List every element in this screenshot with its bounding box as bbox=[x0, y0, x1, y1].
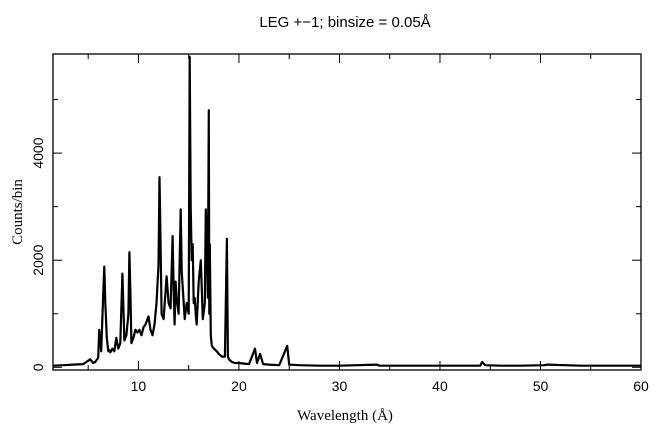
x-tick-labels: 10 20 30 40 50 60 bbox=[131, 378, 649, 394]
x-tick-label: 30 bbox=[332, 378, 348, 394]
y-tick-labels: 0 2000 4000 bbox=[30, 137, 46, 371]
spectrum-line bbox=[52, 55, 641, 367]
chart-title: LEG +−1; binsize = 0.05Å bbox=[259, 14, 430, 31]
x-tick-label: 20 bbox=[231, 378, 247, 394]
y-tick-label: 2000 bbox=[30, 244, 46, 275]
x-tick-label: 10 bbox=[131, 378, 147, 394]
x-tick-label: 50 bbox=[533, 378, 549, 394]
tick-marks bbox=[53, 54, 642, 370]
x-axis-label: Wavelength (Å) bbox=[297, 408, 393, 424]
x-tick-label: 60 bbox=[633, 378, 649, 394]
x-tick-label: 40 bbox=[432, 378, 448, 394]
plot-frame bbox=[52, 53, 642, 371]
y-axis-label: Counts/bin bbox=[10, 179, 26, 245]
y-tick-label: 4000 bbox=[30, 137, 46, 168]
y-tick-label: 0 bbox=[30, 363, 46, 371]
